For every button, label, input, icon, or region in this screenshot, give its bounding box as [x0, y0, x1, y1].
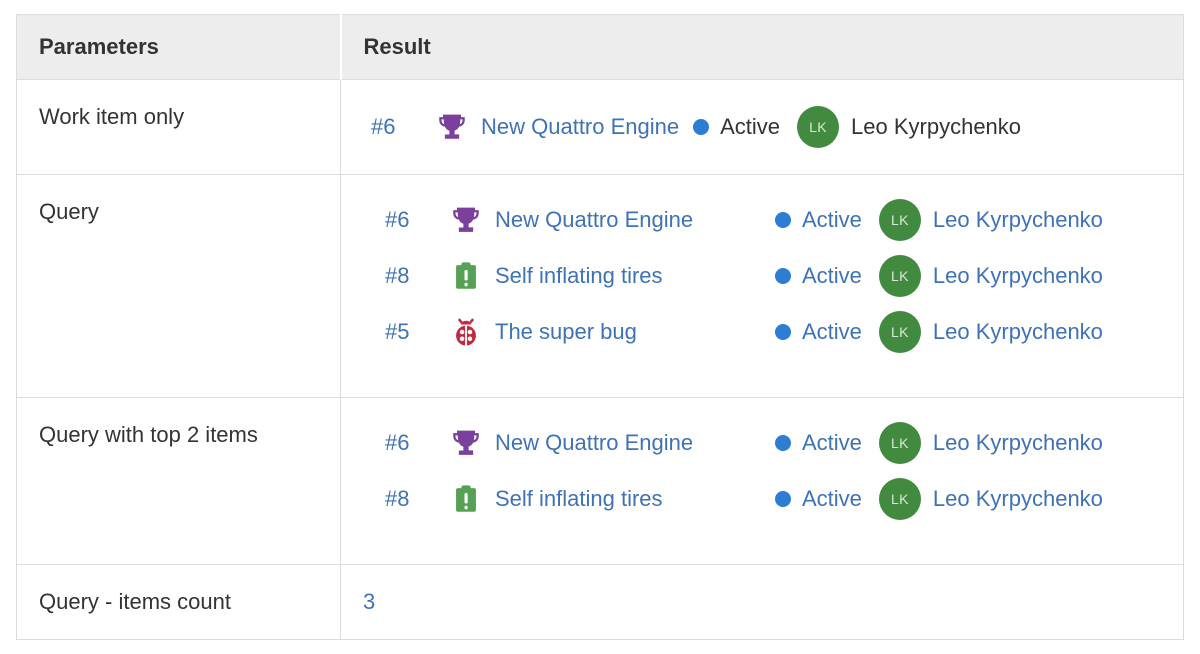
table-row: Query #6 New Quattro Engine Active LK Le… [16, 174, 1184, 398]
work-item-title-link[interactable]: New Quattro Engine [495, 430, 694, 455]
assignee-name[interactable]: Leo Kyrpychenko [932, 486, 1103, 511]
assignee-name[interactable]: Leo Kyrpychenko [932, 207, 1103, 232]
result-cell: #6 New Quattro Engine Active LK Leo Kyrp… [340, 397, 1184, 565]
state-label[interactable]: Active [802, 486, 862, 511]
state-dot-icon [775, 268, 791, 284]
table-row: Work item only #6 New Quattro Engine Act… [16, 79, 1184, 175]
assignee-avatar[interactable]: LK [878, 422, 921, 464]
parameter-cell: Query [16, 174, 341, 398]
work-item-id-link[interactable]: #6 [385, 430, 410, 455]
work-item-row[interactable]: #5 The super bug Active LK Leo Kyrpychen… [385, 311, 1173, 353]
work-item-id-link[interactable]: #6 [385, 207, 410, 232]
parameter-cell: Query - items count [16, 564, 341, 640]
feature-icon [437, 111, 467, 143]
state-dot-icon [775, 435, 791, 451]
state-dot-icon [775, 212, 791, 228]
assignee-avatar[interactable]: LK [878, 255, 921, 297]
avatar-initials: LK [890, 435, 909, 451]
assignee-avatar[interactable]: LK [878, 199, 921, 241]
state-label[interactable]: Active [802, 430, 862, 455]
work-item-list: #6 New Quattro Engine Active LK Leo Kyrp… [341, 175, 1183, 397]
issue-icon [451, 260, 481, 292]
work-item-title-link[interactable]: New Quattro Engine [495, 207, 694, 232]
avatar-initials: LK [890, 324, 909, 340]
work-item-list: #6 New Quattro Engine Active LK Leo Kyrp… [341, 80, 1183, 174]
issue-icon [451, 483, 481, 515]
work-item-id-link[interactable]: #6 [371, 114, 396, 139]
items-count-value: 3 [363, 589, 376, 614]
parameter-label: Query - items count [39, 589, 231, 614]
parameter-label: Work item only [39, 104, 185, 129]
feature-icon [451, 204, 481, 236]
result-cell: #6 New Quattro Engine Active LK Leo Kyrp… [340, 174, 1184, 398]
assignee-avatar[interactable]: LK [878, 478, 921, 520]
state-dot-icon [775, 324, 791, 340]
avatar-initials: LK [890, 212, 909, 228]
work-item-id-link[interactable]: #5 [385, 319, 410, 344]
parameter-label: Query [39, 199, 99, 224]
work-item-row[interactable]: #6 New Quattro Engine Active LK Leo Kyrp… [385, 199, 1173, 241]
state-label[interactable]: Active [802, 207, 862, 232]
work-item-title-link[interactable]: Self inflating tires [495, 263, 663, 288]
result-cell: 3 [340, 564, 1184, 640]
assignee-avatar[interactable]: LK [797, 106, 840, 148]
column-header-result: Result [339, 14, 1184, 80]
state-dot-icon [693, 119, 710, 135]
assignee-name: Leo Kyrpychenko [851, 114, 1022, 139]
table-row: Query with top 2 items #6 New Quattro En… [16, 397, 1184, 565]
results-table: Parameters Result Work item only #6 New … [16, 14, 1184, 640]
work-item-row[interactable]: #8 Self inflating tires Active LK Leo Ky… [385, 255, 1173, 297]
table-row: Query - items count 3 [16, 564, 1184, 640]
state-dot-icon [775, 491, 791, 507]
assignee-name[interactable]: Leo Kyrpychenko [932, 263, 1103, 288]
work-item-row[interactable]: #6 New Quattro Engine Active LK Leo Kyrp… [385, 422, 1173, 464]
work-item-row: #6 New Quattro Engine Active LK Leo Kyrp… [371, 106, 1173, 148]
assignee-avatar[interactable]: LK [878, 311, 921, 353]
parameter-cell: Query with top 2 items [16, 397, 341, 565]
parameter-label: Query with top 2 items [39, 422, 258, 447]
work-item-id-link[interactable]: #8 [385, 263, 410, 288]
avatar-initials: LK [809, 119, 827, 135]
work-item-list: #6 New Quattro Engine Active LK Leo Kyrp… [341, 398, 1183, 564]
work-item-title-link[interactable]: Self inflating tires [495, 486, 663, 511]
column-header-parameters: Parameters [16, 14, 341, 80]
work-item-id-link[interactable]: #8 [385, 486, 410, 511]
feature-icon [451, 427, 481, 459]
parameter-cell: Work item only [16, 79, 341, 175]
avatar-initials: LK [890, 491, 909, 507]
work-item-title-link[interactable]: The super bug [495, 319, 637, 344]
bug-icon [451, 316, 481, 348]
state-label: Active [720, 114, 781, 139]
assignee-name[interactable]: Leo Kyrpychenko [932, 430, 1103, 455]
state-label[interactable]: Active [802, 319, 862, 344]
table-header-row: Parameters Result [16, 14, 1184, 80]
work-item-row[interactable]: #8 Self inflating tires Active LK Leo Ky… [385, 478, 1173, 520]
assignee-name[interactable]: Leo Kyrpychenko [932, 319, 1103, 344]
work-item-title-link[interactable]: New Quattro Engine [481, 114, 680, 139]
avatar-initials: LK [890, 268, 909, 284]
state-label[interactable]: Active [802, 263, 862, 288]
result-cell: #6 New Quattro Engine Active LK Leo Kyrp… [340, 79, 1184, 175]
